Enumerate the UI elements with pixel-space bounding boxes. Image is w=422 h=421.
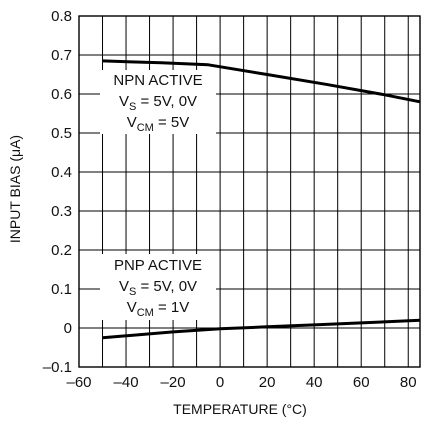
annotation-npn-line3: VCM = 5V [127, 114, 190, 134]
y-tick-label: 0.6 [51, 86, 72, 103]
annotation-npn-line1: NPN ACTIVE [113, 72, 202, 89]
grid [79, 16, 420, 367]
y-tick-label: 0.8 [51, 8, 72, 25]
x-tick-label: 60 [353, 374, 370, 391]
annotation-pnp: PNP ACTIVE VS = 5V, 0V VCM = 1V [100, 254, 216, 320]
y-tick-labels: –0.1 0 0.1 0.2 0.3 0.4 0.5 0.6 0.7 0.8 [43, 8, 72, 376]
y-tick-label: 0.1 [51, 281, 72, 298]
x-tick-label: –40 [114, 374, 139, 391]
x-tick-label: 40 [306, 374, 323, 391]
series-line-0 [102, 59, 421, 104]
x-tick-label: –20 [161, 374, 186, 391]
annotation-npn-line2: VS = 5V, 0V [119, 93, 197, 113]
annotation-pnp-line1: PNP ACTIVE [114, 257, 202, 274]
y-tick-label: 0.2 [51, 242, 72, 259]
plot-frame [78, 15, 421, 368]
annotation-npn: NPN ACTIVE VS = 5V, 0V VCM = 5V [100, 70, 216, 134]
y-tick-label: 0.3 [51, 203, 72, 220]
annotation-pnp-bg [100, 254, 216, 320]
x-axis-title: TEMPERATURE (°C) [173, 401, 307, 417]
series-line-1 [102, 318, 421, 340]
y-tick-label: 0 [64, 320, 72, 337]
x-tick-labels: –60 –40 –20 0 20 40 60 80 [66, 374, 416, 391]
x-tick-label: 80 [400, 374, 417, 391]
x-tick-label: –60 [66, 374, 91, 391]
y-tick-label: 0.5 [51, 125, 72, 142]
y-tick-label: 0.7 [51, 47, 72, 64]
y-tick-label: 0.4 [51, 164, 72, 181]
annotation-pnp-line3: VCM = 1V [127, 299, 190, 319]
y-tick-label: –0.1 [43, 359, 72, 376]
x-tick-label: 0 [216, 374, 224, 391]
series-lines [102, 59, 421, 340]
annotation-npn-bg [100, 70, 216, 134]
x-tick-label: 20 [259, 374, 276, 391]
annotation-pnp-line2: VS = 5V, 0V [119, 278, 197, 298]
y-axis-title: INPUT BIAS (μA) [7, 135, 23, 243]
